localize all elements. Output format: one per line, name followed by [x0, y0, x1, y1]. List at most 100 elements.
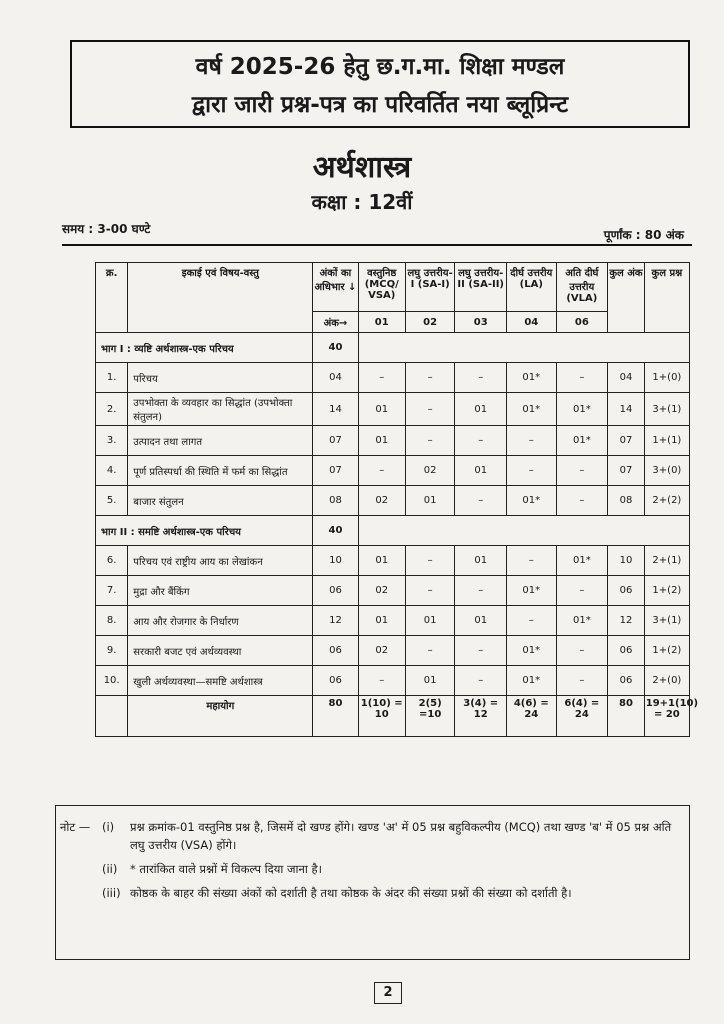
note-label — [60, 860, 102, 878]
unit-topic: आय और रोजगार के निर्धारण — [127, 605, 314, 636]
marks-value: 01 — [357, 311, 406, 333]
cell: 01 — [454, 545, 508, 576]
time: समय : 3-00 घण्टे — [62, 222, 151, 236]
total-label: महायोग — [127, 695, 314, 737]
cell: 01 — [357, 545, 406, 576]
cell: 1+(1) — [643, 425, 691, 456]
cell: 01 — [357, 605, 406, 636]
cell: 01* — [506, 575, 557, 606]
note-item: (ii) * तारांकित वाले प्रश्नों में विकल्प … — [96, 860, 679, 878]
cell: 12 — [312, 605, 359, 636]
cell: 01* — [506, 362, 557, 393]
cell: – — [357, 455, 406, 486]
empty-cell — [357, 515, 691, 546]
unit-number: 4. — [94, 455, 129, 486]
cell: 01 — [454, 605, 508, 636]
marks-value: 06 — [555, 311, 609, 333]
cell: 10 — [312, 545, 359, 576]
note-text: प्रश्न क्रमांक-01 वस्तुनिष्ठ प्रश्न है, … — [130, 820, 672, 852]
unit-row: 1. परिचय 04– – –01* –04 1+(0) — [94, 362, 691, 393]
empty-cell — [357, 332, 691, 363]
section-title: भाग II : समष्टि अर्थशास्त्र-एक परिचय — [94, 515, 314, 546]
cell: 06 — [607, 665, 645, 696]
note-marker: (iii) — [102, 886, 121, 900]
unit-topic: पूर्ण प्रतिस्पर्धा की स्थिति में फर्म का… — [127, 455, 314, 486]
unit-row: 9. सरकारी बजट एवं अर्थव्यवस्था 06 02– –01* –0… — [94, 635, 691, 666]
cell: 07 — [312, 455, 359, 486]
cell: 2+(0) — [643, 665, 691, 696]
unit-topic: परिचय एवं राष्ट्रीय आय का लेखांकन — [127, 545, 314, 576]
class: कक्षा : 12वीं — [311, 190, 413, 214]
cell: – — [404, 635, 456, 666]
note-marker: (i) — [102, 820, 115, 834]
cell: 01 — [454, 392, 508, 426]
cell: 01* — [506, 635, 557, 666]
header-row: क्र. इकाई एवं विषय-वस्तु अंकों का अधिभार ↓… — [94, 262, 691, 333]
cell: 01* — [506, 665, 557, 696]
notes-box: नोट — (i) प्रश्न क्रमांक-01 वस्तुनिष्ठ प्र… — [55, 805, 690, 960]
column-header: लघु उत्तरीय-I (SA-I) — [404, 262, 456, 312]
cell: – — [555, 362, 609, 393]
section-title: भाग I : व्यष्टि अर्थशास्त्र-एक परिचय — [94, 332, 314, 363]
unit-topic: खुली अर्थव्यवस्था—समष्टि अर्थशास्त्र — [127, 665, 314, 696]
unit-row: 7. मुद्रा और बैंकिंग 06 02– –01* –06 1+(2) — [94, 575, 691, 606]
page-number: 2 — [374, 982, 402, 1004]
cell: 12 — [607, 605, 645, 636]
unit-number: 8. — [94, 605, 129, 636]
header-line: द्वारा जारी प्रश्न-पत्र का परिवर्तित नया… — [191, 92, 569, 118]
cell: 01 — [357, 425, 406, 456]
cell: 06 — [312, 635, 359, 666]
cell: – — [506, 425, 557, 456]
unit-topic: उपभोक्ता के व्यवहार का सिद्धांत (उपभोक्त… — [127, 392, 314, 426]
unit-row: 5. बाजार संतुलन 08 02 01–01* –08 2+(2) — [94, 485, 691, 516]
column-header: कुल अंक — [607, 262, 645, 333]
unit-number: 6. — [94, 545, 129, 576]
unit-number: 1. — [94, 362, 129, 393]
cell: 06 — [607, 635, 645, 666]
column-header: इकाई एवं विषय-वस्तु — [127, 262, 314, 333]
section-weight: 40 — [312, 332, 359, 363]
max-marks: पूर्णांक : 80 अंक — [603, 228, 684, 242]
cell: 02 — [357, 635, 406, 666]
cell: 01* — [555, 545, 609, 576]
unit-number: 5. — [94, 485, 129, 516]
header-line: वर्ष 2025-26 हेतु छ.ग.मा. शिक्षा मण्डल — [195, 54, 565, 80]
cell: – — [404, 425, 456, 456]
cell: 04 — [607, 362, 645, 393]
cell: – — [404, 545, 456, 576]
cell: – — [404, 575, 456, 606]
unit-topic: परिचय — [127, 362, 314, 393]
column-header: वस्तुनिष्ठ (MCQ/ VSA) — [357, 262, 406, 312]
cell: – — [357, 665, 406, 696]
total-cell: 80 — [312, 695, 359, 737]
cell: 1+(2) — [643, 635, 691, 666]
cell: 01 — [357, 392, 406, 426]
cell: 06 — [607, 575, 645, 606]
cell: – — [454, 575, 508, 606]
cell: 07 — [312, 425, 359, 456]
total-cell: 2(5) =10 — [404, 695, 456, 737]
cell: – — [555, 575, 609, 606]
cell: 02 — [357, 485, 406, 516]
empty-cell — [94, 695, 129, 737]
total-cell: 6(4) = 24 — [555, 695, 609, 737]
marks-label: अंक→ — [312, 311, 359, 333]
marks-value: 03 — [454, 311, 508, 333]
cell: 3+(1) — [643, 392, 691, 426]
cell: – — [454, 425, 508, 456]
unit-row: 3. उत्पादन तथा लागत 07 01– – –01* 07 1+(1) — [94, 425, 691, 456]
unit-row: 8. आय और रोजगार के निर्धारण 12 01 01 01–01* 12… — [94, 605, 691, 636]
unit-topic: बाजार संतुलन — [127, 485, 314, 516]
total-cell: 1(10) = 10 — [357, 695, 406, 737]
cell: 3+(0) — [643, 455, 691, 486]
total-cell: 80 — [607, 695, 645, 737]
unit-number: 3. — [94, 425, 129, 456]
total-row: महायोग 80 1(10) = 10 2(5) =10 3(4) = 12 4(6) … — [94, 695, 698, 737]
cell: 01 — [404, 605, 456, 636]
unit-topic: उत्पादन तथा लागत — [127, 425, 314, 456]
subject: अर्थशास्त्र — [312, 150, 412, 185]
marks-value: 04 — [506, 311, 557, 333]
cell: – — [506, 605, 557, 636]
note-item: (iii) कोष्ठक के बाहर की संख्या अंकों को द… — [96, 884, 679, 902]
